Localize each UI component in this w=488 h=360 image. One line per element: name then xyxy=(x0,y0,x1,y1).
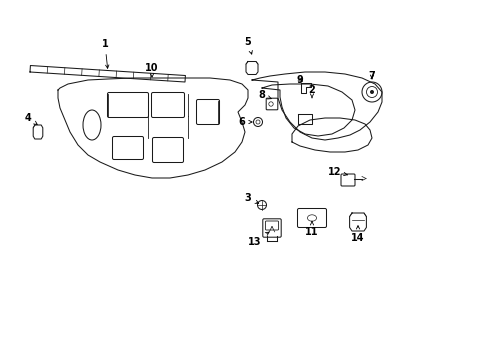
Text: 9: 9 xyxy=(296,75,303,85)
Text: 1: 1 xyxy=(102,39,109,68)
Text: 6: 6 xyxy=(238,117,251,127)
Text: 14: 14 xyxy=(350,226,364,243)
Text: 5: 5 xyxy=(244,37,252,54)
Text: 11: 11 xyxy=(305,221,318,237)
Text: 4: 4 xyxy=(24,113,37,125)
Text: 7: 7 xyxy=(368,71,375,81)
Text: 2: 2 xyxy=(308,85,315,98)
Text: 12: 12 xyxy=(327,167,346,177)
Text: 3: 3 xyxy=(244,193,258,203)
Text: 13: 13 xyxy=(248,232,268,247)
Text: 8: 8 xyxy=(258,90,271,100)
Circle shape xyxy=(369,90,373,94)
Text: 10: 10 xyxy=(145,63,159,77)
